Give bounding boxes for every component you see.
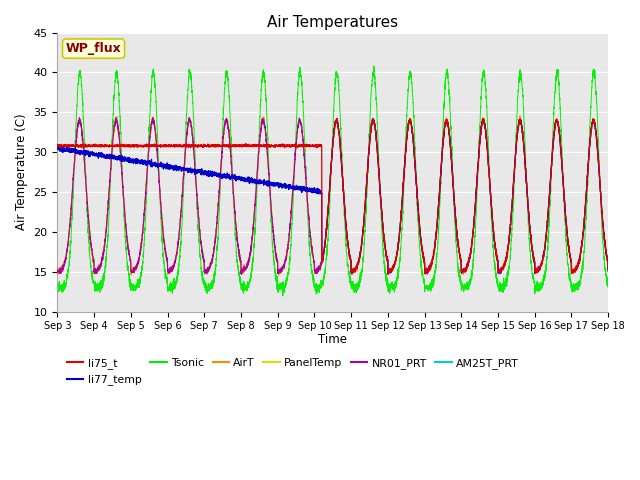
Legend: li75_t, li77_temp, Tsonic, AirT, PanelTemp, NR01_PRT, AM25T_PRT: li75_t, li77_temp, Tsonic, AirT, PanelTe… xyxy=(63,354,523,390)
X-axis label: Time: Time xyxy=(318,333,348,346)
Title: Air Temperatures: Air Temperatures xyxy=(268,15,398,30)
Text: WP_flux: WP_flux xyxy=(66,42,122,55)
Y-axis label: Air Temperature (C): Air Temperature (C) xyxy=(15,114,28,230)
